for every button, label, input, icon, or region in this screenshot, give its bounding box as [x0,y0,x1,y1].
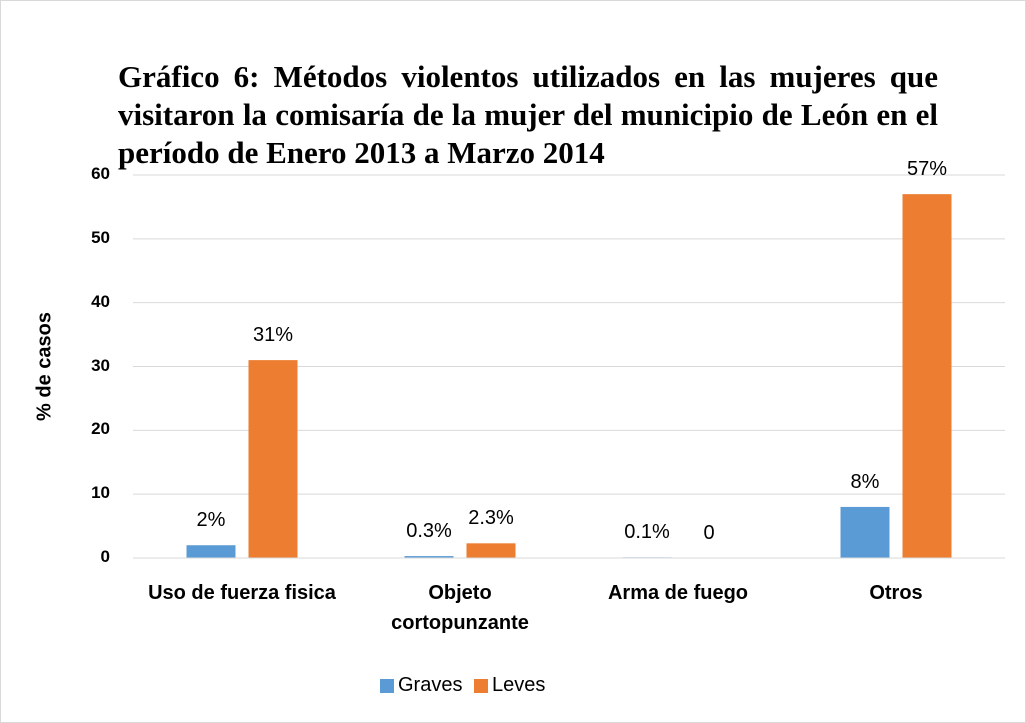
bar [840,506,890,558]
legend-swatch [474,679,488,693]
bar [186,545,236,558]
bar [466,543,516,558]
x-tick-label: Uso de fuerza fisica [148,582,336,604]
x-tick-label: Objeto cortopunzante [391,582,529,634]
data-label: 0 [703,522,715,544]
data-label: 57% [906,158,948,181]
y-tick-label: 40 [91,291,110,311]
legend-label: Leves [492,674,546,696]
y-axis-label: % de casos [33,312,56,421]
bar [248,360,298,558]
y-tick-label: 0 [100,547,110,566]
y-tick-label: 20 [91,419,110,439]
data-label: 0.1% [624,521,670,544]
data-label: 2.3% [468,507,514,530]
y-tick-label: 60 [91,164,110,183]
bar [902,194,952,558]
data-label: 2% [196,509,226,532]
data-label: 31% [252,324,294,347]
data-label: 0.3% [406,520,452,543]
y-tick-label: 50 [91,227,110,247]
data-label: 8% [850,470,880,493]
legend-label: Graves [398,674,463,696]
y-tick-label: 10 [91,483,110,503]
x-tick-label: Otros [869,582,923,604]
legend-swatch [380,679,394,693]
chart-title: Gráfico 6: Métodos violentos utilizados … [118,59,938,170]
bar [404,556,454,558]
x-tick-label: Arma de fuego [607,582,749,604]
y-tick-label: 30 [91,355,110,375]
